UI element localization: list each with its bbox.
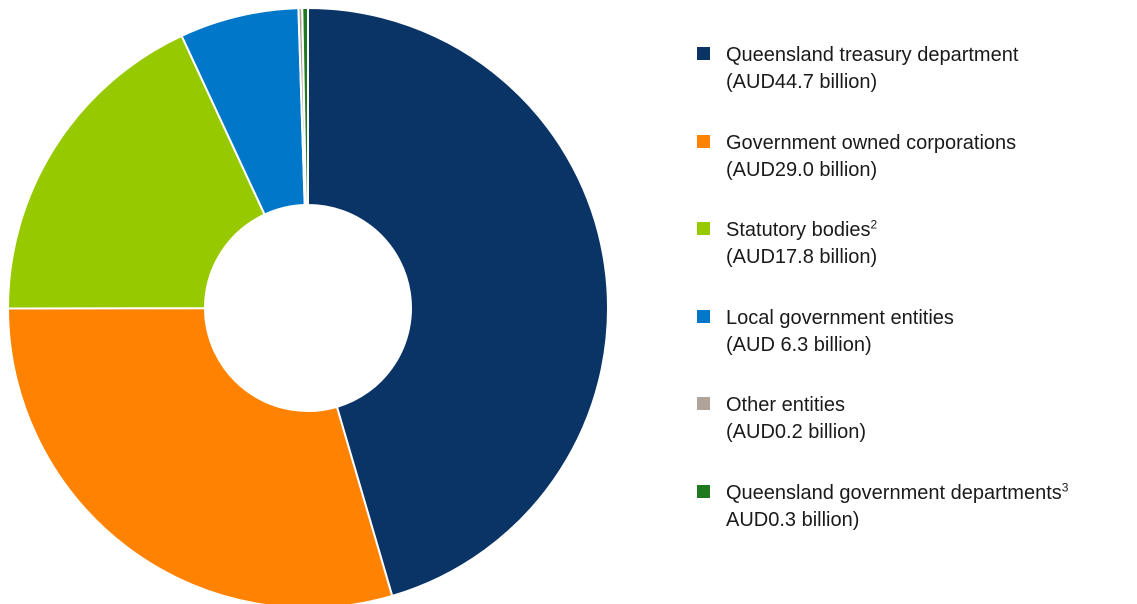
legend-label: Queensland government departments bbox=[726, 481, 1062, 504]
legend-label: Queensland treasury department bbox=[726, 44, 1019, 66]
chart-legend: Queensland treasury department (AUD44.7 … bbox=[697, 42, 1127, 567]
legend-amount: (AUD17.8 billion) bbox=[726, 246, 878, 268]
footnote-marker: 3 bbox=[1061, 479, 1069, 494]
legend-swatch bbox=[697, 47, 710, 60]
legend-label: Local government entities bbox=[726, 306, 954, 329]
legend-item-queensland-government-departments: Queensland government departments3 AUD0.… bbox=[697, 480, 1127, 568]
donut-slice-government-owned-corporations bbox=[6, 307, 394, 604]
donut-chart-svg bbox=[6, 6, 609, 604]
legend-swatch bbox=[697, 309, 710, 323]
legend-amount: (AUD44.7 billion) bbox=[726, 71, 878, 93]
legend-label: Statutory bodies bbox=[726, 219, 871, 241]
legend-swatch bbox=[697, 222, 710, 235]
donut-slice-queensland-treasury bbox=[307, 6, 609, 598]
donut-slice-queensland-government-departments bbox=[301, 6, 309, 207]
legend-item-other-entities: Other entities (AUD0.2 billion) bbox=[697, 392, 1127, 480]
legend-item-queensland-treasury: Queensland treasury department (AUD44.7 … bbox=[697, 42, 1127, 130]
legend-amount: (AUD29.0 billion) bbox=[726, 158, 878, 181]
footnote-marker: 2 bbox=[870, 217, 878, 232]
legend-item-government-owned-corporations: Government owned corporations (AUD29.0 b… bbox=[697, 130, 1127, 218]
donut-slice-statutory-bodies bbox=[7, 34, 266, 310]
legend-swatch bbox=[697, 397, 710, 410]
legend-item-statutory-bodies: Statutory bodies2 (AUD17.8 billion) bbox=[697, 217, 1127, 305]
legend-amount: AUD0.3 billion) bbox=[726, 508, 860, 531]
legend-swatch bbox=[697, 134, 710, 148]
legend-amount: (AUD0.2 billion) bbox=[726, 421, 867, 443]
legend-amount: (AUD 6.3 billion) bbox=[726, 333, 872, 356]
legend-item-local-government-entities: Local government entities (AUD 6.3 billi… bbox=[697, 305, 1127, 393]
legend-label: Government owned corporations bbox=[726, 131, 1017, 154]
legend-swatch bbox=[697, 484, 710, 498]
donut-chart bbox=[6, 6, 609, 604]
legend-label: Other entities bbox=[726, 394, 845, 416]
